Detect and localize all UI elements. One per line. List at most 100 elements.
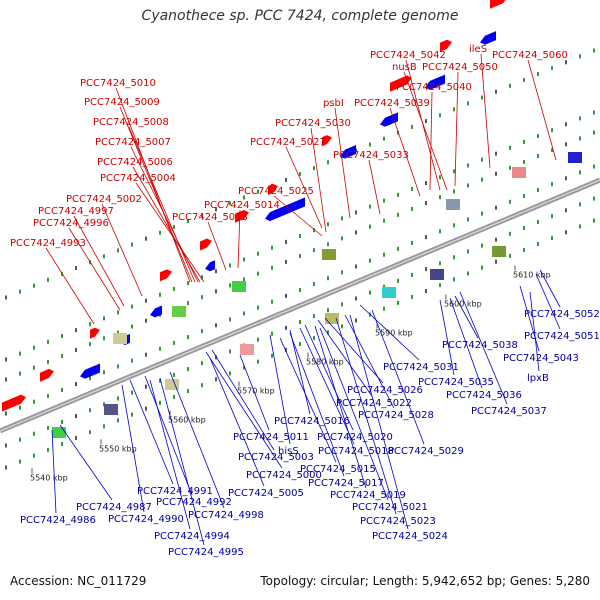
forward-gene-arrow bbox=[322, 135, 332, 147]
reverse-gene-label: PCC7424_4994 bbox=[154, 531, 230, 542]
forward-gene-label: nusB bbox=[392, 62, 417, 73]
accession-text: Accession: NC_011729 bbox=[10, 574, 147, 588]
forward-leader-line bbox=[119, 106, 193, 283]
forward-gene-label: PCC7424_5042 bbox=[370, 50, 446, 61]
reverse-leader-line bbox=[529, 291, 540, 372]
reverse-leader-line bbox=[535, 273, 561, 330]
forward-leader-line bbox=[132, 166, 201, 283]
topology-text: Topology: circular; Length: 5,942,652 bp… bbox=[260, 574, 590, 588]
reverse-gene-label: hisS bbox=[278, 446, 299, 457]
feature-box bbox=[165, 379, 179, 390]
forward-leader-line bbox=[128, 126, 196, 283]
forward-gene-arrow bbox=[90, 327, 100, 339]
forward-gene-label: PCC7424_5027 bbox=[250, 137, 326, 148]
feature-box bbox=[446, 199, 460, 210]
scale-label: 5550 kbp bbox=[99, 444, 137, 453]
map-title: Cyanothece sp. PCC 7424, complete genome bbox=[141, 8, 459, 24]
scale-label: 5600 kbp bbox=[444, 300, 482, 309]
forward-gene-label: PCC7424_5013 bbox=[172, 212, 248, 223]
feature-box bbox=[172, 306, 186, 317]
reverse-gene-label: PCC7424_5003 bbox=[238, 452, 314, 463]
reverse-gene-label: PCC7424_5000 bbox=[246, 470, 322, 481]
scale-label: 5540 kbp bbox=[30, 473, 68, 482]
reverse-leader-line bbox=[359, 304, 420, 361]
reverse-leader-line bbox=[371, 309, 425, 445]
forward-leader-line bbox=[368, 159, 381, 215]
forward-gene-label: PCC7424_5030 bbox=[275, 118, 351, 129]
forward-leader-line bbox=[389, 107, 421, 197]
feature-box bbox=[512, 167, 526, 178]
reverse-gene-label: PCC7424_4995 bbox=[168, 547, 244, 558]
reverse-gene-arrow bbox=[480, 31, 496, 45]
feature-box bbox=[104, 404, 118, 415]
reverse-leader-line bbox=[269, 334, 291, 445]
reverse-gene-label: PCC7424_4992 bbox=[156, 497, 232, 508]
reverse-gene-label: PCC7424_5051 bbox=[524, 331, 600, 342]
reverse-leader-line bbox=[289, 332, 345, 477]
reverse-gene-arrow bbox=[265, 197, 305, 222]
reverse-leader-line bbox=[129, 379, 174, 485]
reverse-gene-label: PCC7424_5019 bbox=[330, 490, 406, 501]
forward-gene-arrow bbox=[200, 238, 212, 251]
reverse-leader-line bbox=[121, 384, 145, 513]
reverse-gene-label: PCC7424_4986 bbox=[20, 515, 96, 526]
forward-gene-label: ileS bbox=[469, 44, 487, 55]
forward-gene-label: PCC7424_5014 bbox=[204, 200, 280, 211]
reverse-leader-line bbox=[144, 375, 193, 496]
reverse-gene-label: PCC7424_5035 bbox=[418, 377, 494, 388]
reverse-gene-label: PCC7424_4990 bbox=[108, 514, 184, 525]
forward-gene-arrow bbox=[490, 0, 506, 9]
feature-box bbox=[325, 313, 339, 324]
forward-leader-line bbox=[68, 227, 121, 311]
reverse-gene-label: PCC7424_5031 bbox=[383, 362, 459, 373]
forward-gene-label: PCC7424_5060 bbox=[492, 50, 568, 61]
reverse-leader-line bbox=[211, 349, 275, 451]
forward-gene-label: PCC7424_4997 bbox=[38, 206, 114, 217]
scale-label: 5580 kbp bbox=[306, 357, 344, 366]
reverse-gene-label: PCC7424_4998 bbox=[188, 510, 264, 521]
reverse-leader-line bbox=[209, 357, 265, 487]
forward-leader-line bbox=[101, 203, 143, 297]
feature-box bbox=[232, 281, 246, 292]
reverse-leader-line bbox=[344, 314, 395, 409]
forward-gene-label: PCC7424_5002 bbox=[66, 194, 142, 205]
reverse-leader-line bbox=[449, 297, 483, 389]
reverse-gene-label: PCC7424_4987 bbox=[76, 502, 152, 513]
forward-leader-line bbox=[310, 127, 327, 233]
reverse-leader-line bbox=[205, 351, 283, 469]
forward-gene-arrow bbox=[440, 39, 452, 52]
forward-gene-label: PCC7424_5050 bbox=[422, 62, 498, 73]
forward-leader-line bbox=[273, 195, 323, 237]
forward-gene-label: PCC7424_5040 bbox=[396, 82, 472, 93]
forward-leader-line bbox=[45, 247, 95, 325]
reverse-gene-label: PCC7424_5052 bbox=[524, 309, 600, 320]
feature-box bbox=[430, 269, 444, 280]
forward-gene-label: PCC7424_5004 bbox=[100, 173, 176, 184]
forward-gene-label: PCC7424_5007 bbox=[95, 137, 171, 148]
forward-gene-label: PCC7424_4993 bbox=[10, 238, 86, 249]
reverse-leader-line bbox=[317, 319, 373, 397]
reverse-gene-arrow bbox=[150, 305, 162, 318]
reverse-gene-label: lpxB bbox=[527, 373, 549, 384]
forward-gene-label: PCC7424_5025 bbox=[238, 186, 314, 197]
reverse-leader-line bbox=[349, 314, 409, 530]
reverse-leader-line bbox=[159, 377, 205, 546]
reverse-gene-label: PCC7424_5028 bbox=[358, 410, 434, 421]
reverse-gene-arrow bbox=[80, 363, 100, 379]
forward-gene-label: PCC7424_5009 bbox=[84, 97, 160, 108]
reverse-leader-line bbox=[324, 317, 384, 384]
forward-leader-line bbox=[73, 215, 125, 307]
forward-gene-arrow bbox=[2, 394, 26, 412]
forward-gene-arrow bbox=[235, 210, 249, 223]
reverse-leader-line bbox=[299, 327, 355, 445]
feature-box bbox=[240, 344, 254, 355]
forward-leader-line bbox=[115, 87, 191, 283]
reverse-gene-label: PCC7424_5036 bbox=[446, 390, 522, 401]
reverse-gene-label: PCC7424_5029 bbox=[388, 446, 464, 457]
forward-leader-line bbox=[207, 221, 227, 271]
reverse-gene-label: PCC7424_5005 bbox=[228, 488, 304, 499]
reverse-leader-line bbox=[239, 354, 270, 431]
reverse-leader-line bbox=[51, 429, 57, 514]
reverse-leader-line bbox=[304, 324, 354, 431]
